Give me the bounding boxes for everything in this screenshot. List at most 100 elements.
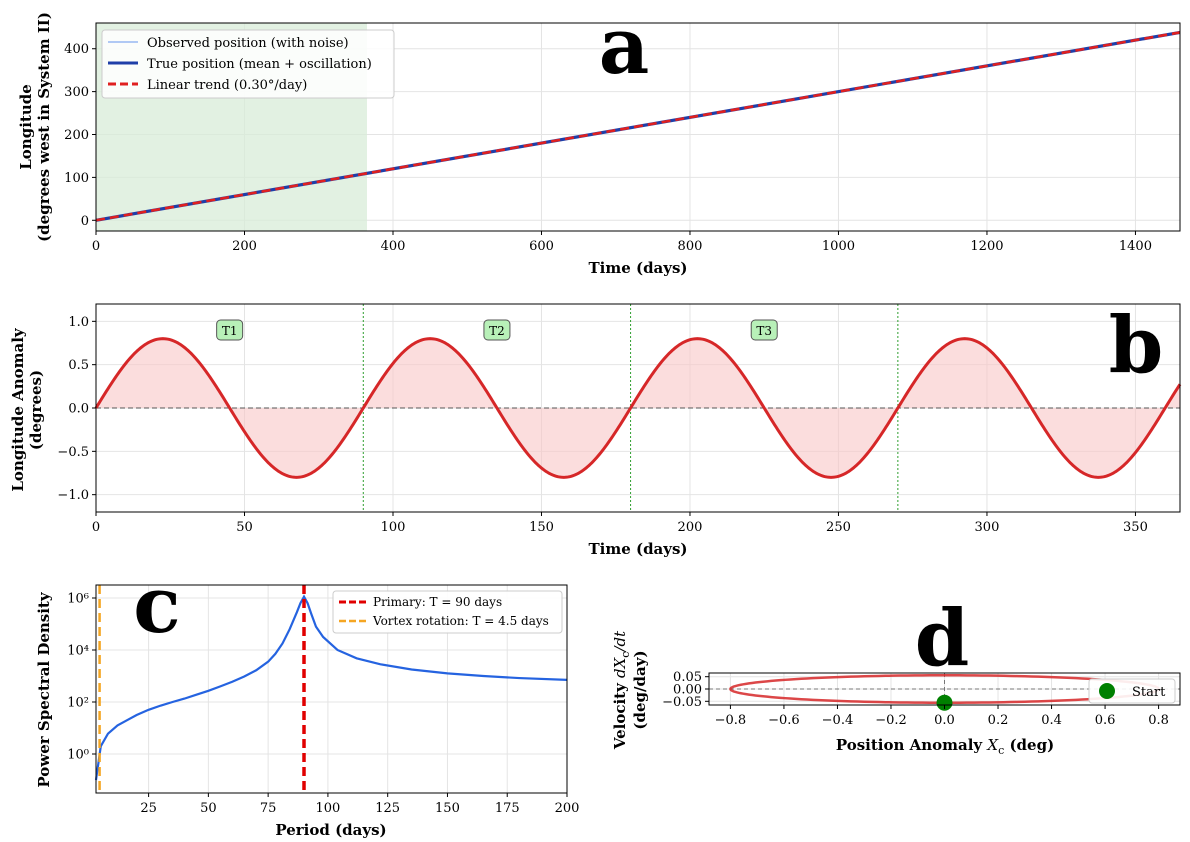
- d-legend-label-start: Start: [1132, 685, 1166, 700]
- b-x-ticks: 0 50 100 150 200 250 300 350: [92, 512, 1148, 535]
- d-x-tick-label: 0.0: [934, 713, 955, 728]
- b-period-label: T2: [489, 324, 505, 338]
- a-frame: [95, 22, 1181, 232]
- b-y-tick-label: 0.5: [68, 358, 89, 373]
- panel-d: −0.8 −0.6 −0.4 −0.2 0.0 0.2 0.4 0.6 0.8 −0.050.0…: [611, 593, 1181, 757]
- c-x-tick-label: 125: [375, 801, 400, 816]
- c-x-tick-label: 100: [315, 801, 340, 816]
- b-y-tick-label: −1.0: [57, 488, 89, 503]
- d-legend-swatch-start: [1099, 683, 1115, 699]
- b-y-tick-label: 1.0: [68, 315, 89, 330]
- panel-c: 25 50 75 100 125 150 175 200 10⁰ 10² 10⁴ 10⁶ Perio…: [35, 560, 579, 839]
- b-x-label: Time (days): [588, 540, 687, 558]
- panel-a: 0 200 400 600 800 1000 1200 1400 0100200300400 …: [17, 1, 1181, 277]
- a-y-tick-label: 300: [64, 85, 89, 100]
- b-x-tick-label: 50: [236, 520, 253, 535]
- d-y-label-line2: (deg/day): [631, 650, 649, 729]
- a-y-label-line2: (degrees west in System II): [35, 12, 53, 242]
- d-y-tick-label: 0.00: [673, 683, 702, 698]
- c-y-tick-label: 10²: [67, 696, 89, 711]
- a-series-dashed: [95, 31, 1181, 222]
- d-x-tick-label: −0.8: [715, 713, 747, 728]
- a-y-tick-label: 0: [81, 214, 89, 229]
- d-y-label-line1: Velocity dXc/dt: [611, 630, 632, 750]
- a-legend-label-observed: Observed position (with noise): [147, 36, 349, 51]
- d-x-tick-label: 0.4: [1041, 713, 1062, 728]
- b-x-tick-label: 150: [529, 520, 554, 535]
- a-y-label-line1: Longitude: [17, 84, 35, 170]
- b-x-tick-label: 300: [975, 520, 1000, 535]
- b-period-label-box: [216, 319, 244, 341]
- b-y-ticks: −1.0 −0.5 0.0 0.5 1.0: [57, 315, 96, 503]
- a-x-tick-label: 0: [92, 239, 100, 254]
- d-x-tick-label: −0.4: [822, 713, 854, 728]
- b-y-tick-label: −0.5: [57, 445, 89, 460]
- c-y-tick-label: 10⁶: [67, 592, 89, 607]
- d-x-ticks: −0.8 −0.6 −0.4 −0.2 0.0 0.2 0.4 0.6 0.8: [715, 705, 1169, 728]
- c-x-ticks: 25 50 75 100 125 150 175 200: [140, 793, 579, 816]
- b-x-tick-label: 100: [381, 520, 406, 535]
- c-frame: [95, 584, 568, 794]
- d-x-tick-label: −0.6: [768, 713, 800, 728]
- c-legend: Primary: T = 90 days Vortex rotation: T …: [332, 590, 563, 634]
- d-x-tick-label: 0.6: [1095, 713, 1116, 728]
- d-x-tick-label: 0.8: [1148, 713, 1169, 728]
- panel-b: T1 T2 T3 0 50 100 150 200 250 300 350 −1.0 −0.5 0.0…: [9, 300, 1182, 558]
- c-x-tick-label: 75: [260, 801, 277, 816]
- d-x-tick-label: 0.2: [988, 713, 1009, 728]
- c-y-tick-label: 10⁴: [67, 644, 89, 659]
- b-anomaly-fill: [96, 338, 1180, 478]
- a-y-ticks: 0 100 200 300 400: [64, 42, 96, 229]
- b-y-tick-label: 0.0: [68, 402, 89, 417]
- b-x-tick-label: 200: [678, 520, 703, 535]
- a-x-tick-label: 1000: [822, 239, 855, 254]
- c-psd-curve: [94, 594, 568, 781]
- a-x-tick-label: 800: [678, 239, 703, 254]
- d-y-tick-label: 0.05: [673, 670, 702, 685]
- a-panel-letter: a: [599, 1, 650, 92]
- d-panel-letter: d: [915, 593, 970, 684]
- d-x-tick-label: −0.2: [875, 713, 907, 728]
- c-y-tick-label: 10⁰: [67, 748, 89, 763]
- b-period-labels: T1 T2 T3: [216, 319, 778, 341]
- a-lines: [95, 30, 1181, 222]
- a-x-tick-label: 1400: [1119, 239, 1152, 254]
- c-x-tick-label: 150: [435, 801, 460, 816]
- a-y-tick-label: 400: [64, 42, 89, 57]
- d-start-marker: [936, 694, 953, 711]
- b-x-tick-label: 0: [92, 520, 100, 535]
- c-legend-label-vortex: Vortex rotation: T = 4.5 days: [372, 614, 549, 628]
- a-x-ticks: 0 200 400 600 800 1000 1200 1400: [92, 231, 1152, 254]
- a-y-tick-label: 200: [64, 128, 89, 143]
- d-legend: Start: [1088, 678, 1176, 704]
- a-x-tick-label: 200: [232, 239, 257, 254]
- a-y-tick-label: 100: [64, 171, 89, 186]
- c-y-label: Power Spectral Density: [35, 591, 53, 787]
- d-y-ticks: −0.050.000.05: [662, 670, 709, 710]
- a-legend-label-true: True position (mean + oscillation): [147, 57, 372, 72]
- c-legend-box: [332, 590, 563, 634]
- b-anomaly-curve: [94, 337, 1182, 479]
- c-legend-label-primary: Primary: T = 90 days: [373, 595, 502, 609]
- b-x-tick-label: 250: [826, 520, 851, 535]
- a-x-tick-label: 400: [381, 239, 406, 254]
- a-legend-label-trend: Linear trend (0.30°/day): [147, 78, 307, 93]
- b-x-tick-label: 350: [1123, 520, 1148, 535]
- c-x-tick-label: 200: [555, 801, 580, 816]
- a-x-tick-label: 1200: [970, 239, 1003, 254]
- c-y-ticks: 10⁰ 10² 10⁴ 10⁶: [67, 592, 96, 763]
- c-x-tick-label: 25: [140, 801, 157, 816]
- c-x-tick-label: 50: [200, 801, 217, 816]
- c-x-label: Period (days): [275, 821, 386, 839]
- d-y-tick-label: −0.05: [662, 695, 702, 710]
- b-y-label-line2: (degrees): [27, 370, 45, 450]
- b-period-label: T1: [222, 324, 238, 338]
- c-reference-lines: [98, 585, 306, 793]
- a-legend: Observed position (with noise) True posi…: [101, 29, 395, 99]
- b-period-label: T3: [756, 324, 772, 338]
- b-panel-letter: b: [1109, 300, 1164, 391]
- a-x-tick-label: 600: [529, 239, 554, 254]
- b-y-label-line1: Longitude Anomaly: [9, 327, 27, 492]
- a-x-label: Time (days): [588, 259, 687, 277]
